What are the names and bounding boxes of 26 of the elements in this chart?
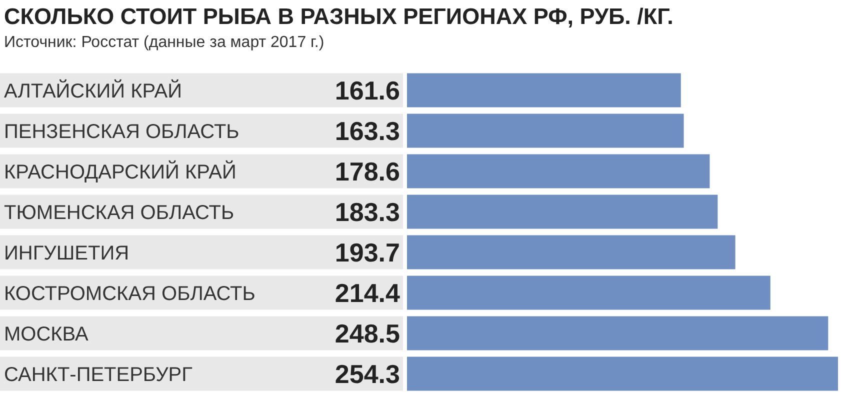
bar	[407, 276, 770, 310]
chart-title: СКОЛЬКО СТОИТ РЫБА В РАЗНЫХ РЕГИОНАХ РФ, РУБ. /КГ.	[4, 4, 674, 29]
text: Источник: Росстат (данные за март 2017 г.)	[4, 34, 324, 51]
data-label: 161.6	[334, 75, 400, 106]
data-label: 254.3	[334, 358, 400, 389]
bar	[407, 356, 838, 391]
y-tick-label: КРАСНОДАРСКИЙ КРАЙ	[4, 159, 236, 184]
y-tick-label: ТЮМЕНСКАЯ ОБЛАСТЬ	[4, 202, 234, 224]
y-tick-label: САНКТ-ПЕТЕРБУРГ	[4, 364, 193, 386]
bar	[407, 194, 718, 229]
y-tick-label: МОСКВА	[4, 323, 89, 346]
data-label: 248.5	[334, 318, 400, 348]
y-tick-label: КОСТРОМСКАЯ ОБЛАСТЬ	[4, 282, 256, 305]
y-tick-label: АЛТАЙСКИЙ КРАЙ	[4, 78, 182, 102]
y-tick-label: ПЕНЗЕНСКАЯ ОБЛАСТЬ	[4, 120, 240, 143]
y-tick-label: ИНГУШЕТИЯ	[4, 242, 130, 264]
data-label: 183.3	[334, 196, 400, 227]
data-label: 178.6	[334, 156, 400, 186]
data-label: 214.4	[334, 278, 401, 308]
bar	[407, 114, 684, 148]
data-label: 163.3	[334, 116, 400, 146]
bar	[407, 73, 681, 108]
bar	[407, 154, 710, 188]
bar	[407, 316, 828, 350]
bar	[407, 235, 736, 270]
data-label: 193.7	[334, 237, 400, 268]
